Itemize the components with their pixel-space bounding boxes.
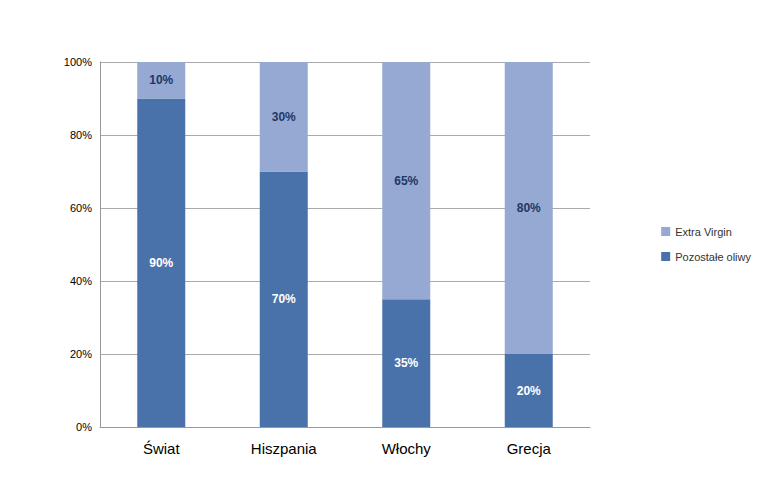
svg-text:65%: 65% [394, 174, 418, 188]
svg-text:80%: 80% [70, 129, 92, 141]
svg-text:Hiszpania: Hiszpania [251, 440, 318, 457]
svg-text:60%: 60% [70, 202, 92, 214]
svg-text:0%: 0% [76, 421, 92, 433]
svg-text:70%: 70% [272, 292, 296, 306]
svg-text:Extra Virgin: Extra Virgin [675, 226, 732, 238]
svg-text:80%: 80% [517, 201, 541, 215]
svg-text:35%: 35% [394, 356, 418, 370]
svg-text:40%: 40% [70, 275, 92, 287]
svg-text:Włochy: Włochy [382, 440, 432, 457]
svg-text:100%: 100% [64, 56, 92, 68]
svg-text:20%: 20% [70, 348, 92, 360]
svg-text:Świat: Świat [143, 440, 181, 457]
svg-text:10%: 10% [149, 73, 173, 87]
svg-text:30%: 30% [272, 110, 296, 124]
svg-text:90%: 90% [149, 256, 173, 270]
svg-text:Pozostałe oliwy: Pozostałe oliwy [675, 251, 751, 263]
svg-text:20%: 20% [517, 384, 541, 398]
svg-text:Grecja: Grecja [507, 440, 552, 457]
